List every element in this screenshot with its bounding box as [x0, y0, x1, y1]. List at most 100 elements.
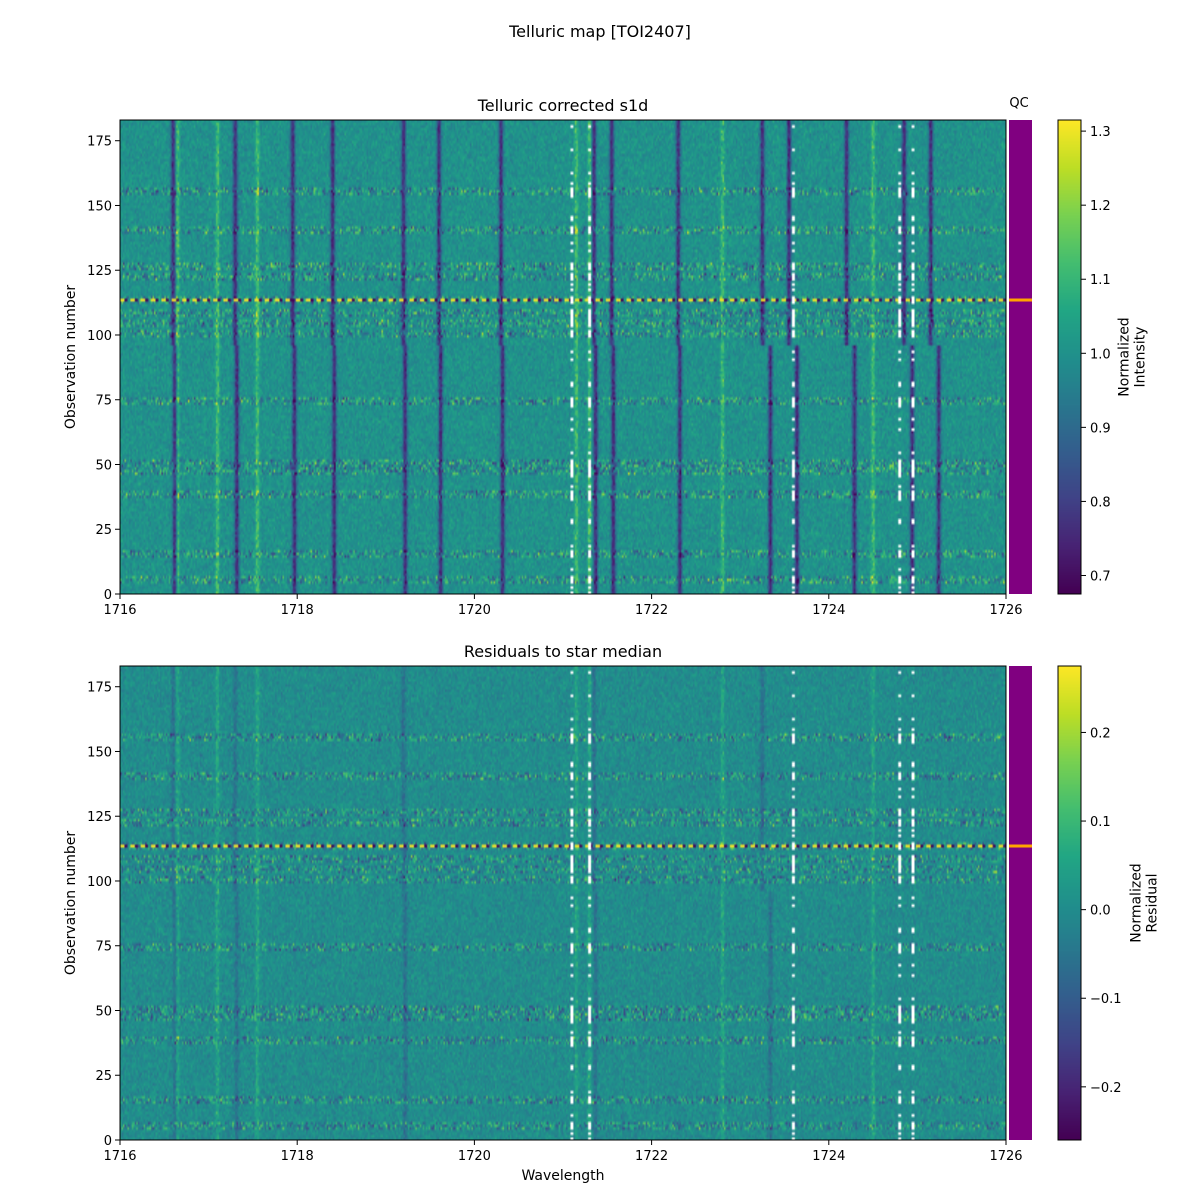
- colorbar-tick-label: −0.2: [1090, 1081, 1122, 1096]
- y-tick: 125: [87, 810, 120, 825]
- y-tick-label: 175: [87, 135, 112, 150]
- colorbar-tick: 0.2: [1081, 726, 1111, 741]
- y-tick-label: 0: [104, 1134, 112, 1149]
- bottom-y-axis-label: Observation number: [63, 831, 79, 976]
- x-tick: 1716: [103, 594, 137, 618]
- y-tick-label: 75: [95, 394, 112, 409]
- y-tick: 0: [104, 588, 120, 603]
- y-tick: 25: [95, 523, 120, 538]
- colorbar-tick-label: 0.9: [1090, 421, 1111, 436]
- top-colorbar: [1058, 120, 1081, 594]
- bottom-axes-frame: [119, 665, 1007, 1141]
- colorbar-label-line: Normalized: [1129, 863, 1145, 942]
- x-tick: 1720: [458, 1140, 491, 1164]
- bottom-colorbar: [1058, 666, 1081, 1140]
- colorbar-label-line: Normalized: [1117, 317, 1133, 396]
- bottom-colorbar-ticks: −0.2 −0.1 0.0 0.1 0.2: [1081, 726, 1122, 1096]
- colorbar-tick: −0.2: [1081, 1081, 1122, 1096]
- colorbar-tick-label: 1.2: [1090, 199, 1111, 214]
- bottom-y-ticks: 0 25 50 75 100 125 150 175: [87, 681, 120, 1149]
- bottom-heatmap-image: [120, 666, 1006, 1140]
- bottom-panel: Residuals to star median 1716 1718 1720 172…: [63, 642, 1161, 1184]
- x-tick: 1724: [812, 594, 845, 618]
- x-tick-label: 1716: [103, 1149, 136, 1164]
- colorbar-tick: 1.1: [1081, 273, 1111, 288]
- qc-pass-bar: [1009, 120, 1032, 594]
- y-tick: 0: [104, 1134, 120, 1149]
- x-tick: 1726: [989, 1140, 1023, 1164]
- x-tick-label: 1724: [812, 1149, 845, 1164]
- y-tick: 75: [95, 394, 120, 409]
- bottom-x-ticks: 1716 1718 1720 1722 1724 1726: [103, 1140, 1023, 1164]
- qc-pass-bar: [1009, 666, 1032, 1140]
- x-tick: 1722: [635, 594, 668, 618]
- x-tick-label: 1720: [458, 603, 491, 618]
- x-tick-label: 1718: [281, 603, 314, 618]
- y-tick-label: 25: [95, 1069, 112, 1084]
- y-tick: 150: [87, 199, 120, 214]
- top-qc-strip: [1009, 120, 1032, 594]
- x-tick-label: 1720: [458, 1149, 491, 1164]
- y-tick-label: 100: [87, 875, 112, 890]
- colorbar-tick-label: 0.7: [1090, 569, 1111, 584]
- x-tick: 1726: [989, 594, 1023, 618]
- x-tick-label: 1716: [103, 603, 136, 618]
- x-tick-label: 1726: [989, 603, 1022, 618]
- x-tick-label: 1722: [635, 1149, 668, 1164]
- colorbar-tick-label: 0.1: [1090, 815, 1111, 830]
- colorbar-tick-label: 0.8: [1090, 495, 1111, 510]
- qc-flag-marker: [1009, 844, 1032, 848]
- y-tick-label: 150: [87, 199, 112, 214]
- top-colorbar-ticks: 0.7 0.8 0.9 1.0 1.1 1.2 1.3: [1081, 125, 1111, 584]
- top-x-ticks: 1716 1718 1720 1722 1724 1726: [103, 594, 1023, 618]
- x-tick: 1718: [281, 594, 314, 618]
- x-tick-label: 1722: [635, 603, 668, 618]
- x-tick-label: 1724: [812, 603, 845, 618]
- y-tick-label: 125: [87, 810, 112, 825]
- y-tick: 25: [95, 1069, 120, 1084]
- colorbar-tick: 0.7: [1081, 569, 1111, 584]
- x-tick: 1722: [635, 1140, 668, 1164]
- y-tick: 150: [87, 745, 120, 760]
- top-y-ticks: 0 25 50 75 100 125 150 175: [87, 135, 120, 603]
- y-tick-label: 125: [87, 264, 112, 279]
- colorbar-tick: 0.8: [1081, 495, 1111, 510]
- y-tick: 100: [87, 329, 120, 344]
- colorbar-tick: 0.1: [1081, 815, 1111, 830]
- x-tick: 1724: [812, 1140, 845, 1164]
- colorbar-tick: 1.3: [1081, 125, 1111, 140]
- y-tick: 175: [87, 681, 120, 696]
- colorbar-tick: 1.2: [1081, 199, 1111, 214]
- y-tick: 125: [87, 264, 120, 279]
- colorbar-tick: 1.0: [1081, 347, 1111, 362]
- x-tick-label: 1718: [281, 1149, 314, 1164]
- top-axes-frame: [119, 119, 1007, 595]
- bottom-colorbar-label: NormalizedResidual: [1129, 863, 1161, 942]
- x-axis-label: Wavelength: [521, 1168, 604, 1184]
- figure-title: Telluric map [TOI2407]: [508, 22, 691, 41]
- top-colorbar-label: NormalizedIntensity: [1117, 317, 1149, 396]
- y-tick-label: 150: [87, 745, 112, 760]
- top-colorbar-frame: [1057, 119, 1082, 595]
- colorbar-label-line: Intensity: [1133, 327, 1149, 388]
- top-panel-title: Telluric corrected s1d: [477, 96, 649, 115]
- bottom-panel-title: Residuals to star median: [464, 642, 662, 661]
- top-heatmap-image: [120, 120, 1006, 594]
- top-y-axis-label: Observation number: [63, 285, 79, 430]
- colorbar-tick-label: 1.0: [1090, 347, 1111, 362]
- bottom-colorbar-frame: [1057, 665, 1082, 1141]
- colorbar-tick-label: 0.0: [1090, 904, 1111, 919]
- qc-label: QC: [1009, 96, 1028, 111]
- y-tick: 175: [87, 135, 120, 150]
- y-tick: 50: [95, 458, 120, 473]
- y-tick-label: 75: [95, 940, 112, 955]
- colorbar-tick-label: 0.2: [1090, 726, 1111, 741]
- y-tick-label: 50: [95, 1004, 112, 1019]
- y-tick-label: 25: [95, 523, 112, 538]
- x-tick-label: 1726: [989, 1149, 1022, 1164]
- y-tick: 75: [95, 940, 120, 955]
- qc-flag-marker: [1009, 298, 1032, 302]
- colorbar-tick: 0.9: [1081, 421, 1111, 436]
- bottom-qc-strip: [1009, 666, 1032, 1140]
